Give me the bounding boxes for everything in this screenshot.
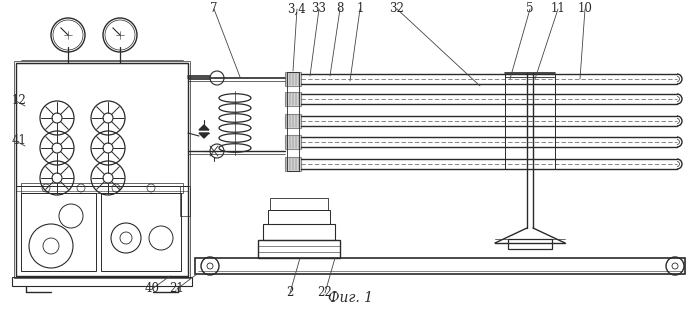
Bar <box>508 239 552 249</box>
Bar <box>285 114 301 128</box>
Bar <box>285 157 301 171</box>
Text: 11: 11 <box>551 2 565 16</box>
Bar <box>180 186 190 216</box>
Bar <box>12 277 192 286</box>
Polygon shape <box>199 125 209 130</box>
Bar <box>258 240 340 258</box>
Bar <box>285 72 301 86</box>
Text: 1: 1 <box>356 2 363 16</box>
Text: 12: 12 <box>12 95 27 108</box>
Text: 41: 41 <box>12 134 27 147</box>
Bar <box>285 135 301 149</box>
Bar <box>16 63 188 276</box>
Text: 32: 32 <box>389 2 405 16</box>
Text: 33: 33 <box>312 2 326 16</box>
Text: 2: 2 <box>287 286 294 299</box>
Bar <box>21 183 183 193</box>
Bar <box>14 61 190 278</box>
Text: 7: 7 <box>210 2 218 16</box>
Text: 3,4: 3,4 <box>287 2 306 16</box>
Bar <box>285 92 301 106</box>
Text: 22: 22 <box>317 286 333 299</box>
Text: 5: 5 <box>526 2 534 16</box>
Bar <box>287 72 299 171</box>
Bar <box>21 193 96 271</box>
Text: 40: 40 <box>145 282 159 295</box>
Bar <box>195 258 685 274</box>
Text: 21: 21 <box>170 282 185 295</box>
Bar <box>270 198 328 210</box>
Polygon shape <box>199 133 209 138</box>
Text: 10: 10 <box>577 2 593 16</box>
Bar <box>101 193 181 271</box>
Bar <box>268 210 330 224</box>
Text: 8: 8 <box>336 2 344 16</box>
Bar <box>263 224 335 240</box>
Text: Фиг. 1: Фиг. 1 <box>328 291 373 305</box>
